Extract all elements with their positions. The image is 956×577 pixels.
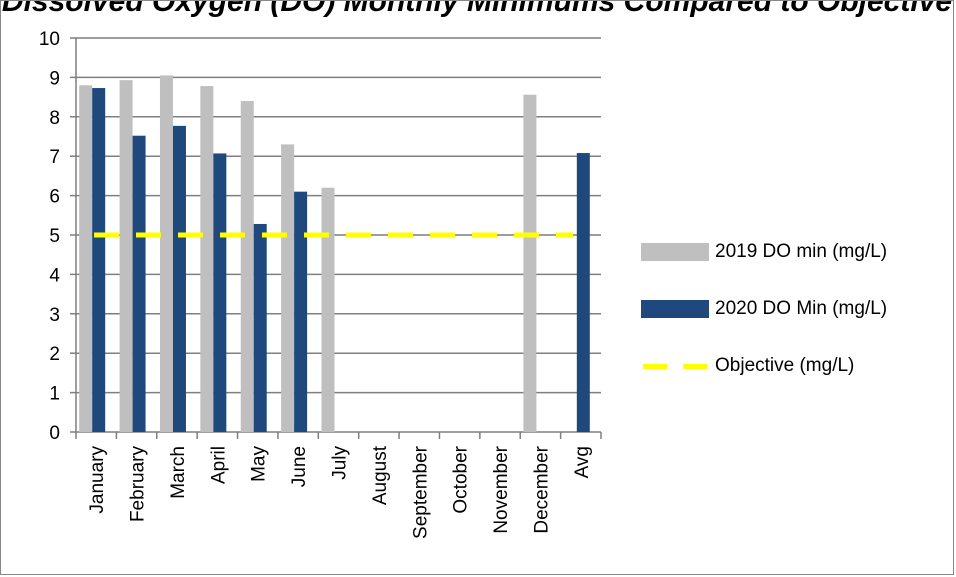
y-tick-label-2: 2: [49, 344, 60, 365]
x-tick-label-july: July: [330, 446, 351, 480]
x-tick-label-august: August: [370, 445, 391, 505]
x-tick-label-september: September: [410, 445, 431, 539]
bar-2020-january: [92, 88, 106, 433]
legend: 2019 DO min (mg/L) 2020 DO Min (mg/L) Ob…: [641, 233, 951, 404]
x-tick-label-may: May: [249, 446, 270, 482]
y-tick-label-6: 6: [49, 187, 60, 208]
bar-2019-may: [240, 101, 254, 432]
x-tick-label-december: December: [531, 445, 552, 533]
legend-item-2019: 2019 DO min (mg/L): [641, 233, 951, 271]
y-tick-label-1: 1: [49, 384, 60, 405]
x-tick-label-avg: Avg: [572, 446, 593, 478]
bar-2019-july: [321, 187, 335, 432]
legend-swatch-2020: [641, 300, 709, 318]
legend-swatch-2019: [641, 243, 709, 261]
x-tick-label-january: January: [87, 446, 108, 514]
chart-title: Dissolved Oxygen (DO) Monthly Minimums C…: [1, 0, 953, 18]
x-tick-label-april: April: [208, 446, 229, 484]
bar-2019-march: [159, 75, 173, 433]
y-tick-label-0: 0: [49, 423, 60, 444]
bar-2020-avg: [576, 153, 590, 432]
y-tick-label-10: 10: [39, 29, 60, 50]
y-tick-label-7: 7: [49, 147, 60, 168]
legend-item-objective: Objective (mg/L): [641, 347, 951, 385]
bar-2020-march: [172, 125, 186, 432]
bar-2019-february: [119, 80, 133, 433]
bar-2019-june: [281, 144, 295, 432]
bar-2020-may: [253, 223, 267, 432]
legend-label-2019: 2019 DO min (mg/L): [715, 241, 888, 262]
bar-2019-january: [79, 85, 93, 432]
legend-label-objective: Objective (mg/L): [715, 355, 855, 376]
y-tick-label-3: 3: [49, 305, 60, 326]
x-tick-label-february: February: [128, 446, 149, 523]
bar-2019-april: [200, 86, 214, 433]
x-tick-label-june: June: [289, 446, 310, 487]
legend-label-2020: 2020 DO Min (mg/L): [715, 298, 888, 319]
x-tick-label-march: March: [168, 446, 189, 499]
bar-2020-april: [213, 153, 227, 432]
legend-swatch-objective: [641, 357, 709, 375]
bar-2020-june: [294, 191, 308, 432]
bar-2020-february: [132, 135, 146, 432]
bar-2019-december: [523, 94, 537, 433]
x-tick-label-october: October: [451, 445, 472, 513]
y-tick-label-4: 4: [49, 265, 60, 286]
y-tick-label-9: 9: [49, 68, 60, 89]
x-tick-label-november: November: [491, 445, 512, 533]
y-tick-label-8: 8: [49, 108, 60, 129]
y-tick-label-5: 5: [49, 226, 60, 247]
legend-item-2020: 2020 DO Min (mg/L): [641, 290, 951, 328]
